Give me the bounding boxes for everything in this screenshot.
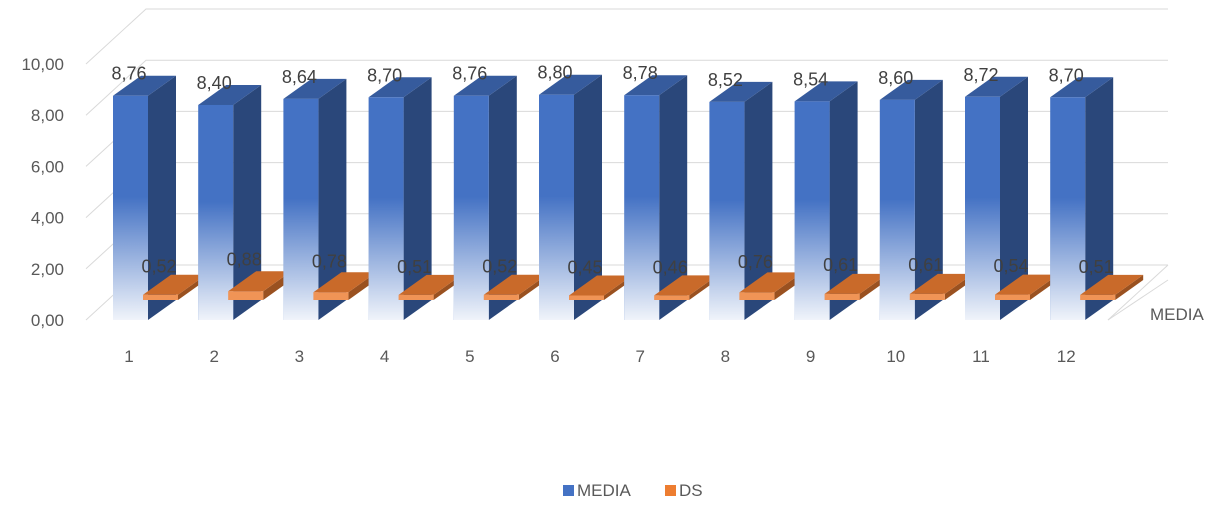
data-label-media: 8,76	[452, 64, 487, 84]
y-axis-ticks: 0,00 2,00 4,00 6,00 8,00 10,00	[21, 55, 64, 330]
x-tick-label: 7	[635, 347, 644, 366]
x-tick-label: 1	[124, 347, 133, 366]
data-label-media: 8,76	[111, 64, 146, 84]
depth-axis: MEDIA	[1107, 279, 1205, 324]
data-label-media: 8,72	[963, 65, 998, 85]
x-tick-label: 9	[806, 347, 815, 366]
data-labels: 8,76 0,52 8,40 0,88 8,64 0,78 8,70 0,51 8,76 0,52…	[111, 63, 1113, 278]
data-label-ds: 0,52	[141, 257, 176, 277]
bar-media	[879, 79, 943, 320]
legend-swatch	[665, 485, 676, 496]
bar-media	[113, 75, 176, 320]
legend-label: DS	[679, 481, 703, 500]
data-label-ds: 0,61	[823, 255, 858, 275]
bar-media	[283, 78, 347, 320]
data-label-media: 8,40	[197, 73, 232, 93]
floor-edge	[1107, 264, 1169, 321]
y-tick-label: 6,00	[31, 157, 64, 176]
data-label-ds: 0,78	[312, 251, 347, 271]
x-tick-label: 11	[972, 347, 990, 366]
bar-media	[539, 74, 602, 320]
data-label-media: 8,78	[623, 63, 658, 83]
x-tick-label: 2	[209, 347, 218, 366]
x-tick-label: 6	[550, 347, 559, 366]
depth-axis-line	[1107, 279, 1169, 321]
x-tick-label: 4	[380, 347, 389, 366]
data-label-ds: 0,61	[908, 255, 943, 275]
data-label-media: 8,52	[708, 70, 743, 90]
data-label-media: 8,54	[793, 69, 828, 89]
data-label-media: 8,64	[282, 67, 317, 87]
x-tick-label: 3	[295, 347, 304, 366]
data-label-ds: 0,54	[993, 256, 1028, 276]
data-label-ds: 0,46	[653, 257, 688, 277]
x-tick-label: 5	[465, 347, 474, 366]
x-tick-label: 8	[721, 347, 730, 366]
legend-label: MEDIA	[577, 481, 632, 500]
gridline	[85, 8, 1168, 65]
data-label-ds: 0,88	[227, 249, 262, 269]
data-label-media: 8,80	[537, 63, 572, 83]
bar-media	[453, 75, 517, 320]
y-tick-label: 8,00	[31, 106, 64, 125]
bar-media	[965, 76, 1028, 320]
x-axis-ticks: 1 2 3 4 5 6 7 8 9 10 11 12	[124, 347, 1075, 366]
data-label-ds: 0,51	[397, 257, 432, 277]
gridline	[85, 59, 1168, 116]
bar-ds	[1080, 274, 1144, 300]
data-label-media: 8,70	[1049, 65, 1084, 85]
x-tick-label: 10	[886, 347, 905, 366]
y-tick-label: 4,00	[31, 209, 64, 228]
data-label-media: 8,70	[367, 65, 402, 85]
data-label-ds: 0,45	[567, 258, 602, 278]
bars	[113, 74, 1144, 321]
bar-media	[198, 84, 262, 321]
data-label-media: 8,60	[878, 68, 913, 88]
legend: MEDIA DS	[563, 481, 703, 500]
y-tick-label: 0,00	[31, 311, 64, 330]
depth-axis-label: MEDIA	[1150, 305, 1205, 324]
bar-media	[794, 81, 858, 320]
bar-media	[1050, 77, 1114, 320]
data-label-ds: 0,52	[482, 257, 517, 277]
legend-swatch	[563, 485, 574, 496]
bar-media	[624, 75, 688, 321]
y-tick-label: 10,00	[21, 55, 64, 74]
y-tick-label: 2,00	[31, 260, 64, 279]
bar-media	[368, 77, 432, 320]
data-label-ds: 0,51	[1079, 257, 1114, 277]
x-tick-label: 12	[1057, 347, 1076, 366]
data-label-ds: 0,76	[738, 252, 773, 272]
bar-media	[709, 81, 773, 320]
